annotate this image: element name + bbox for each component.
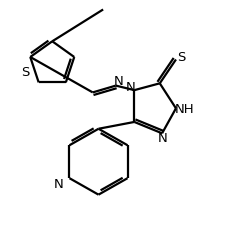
Text: S: S	[22, 66, 30, 79]
Text: N: N	[54, 177, 64, 190]
Text: N: N	[113, 75, 123, 87]
Text: NH: NH	[175, 102, 194, 115]
Text: S: S	[177, 50, 186, 63]
Text: N: N	[158, 132, 168, 145]
Text: N: N	[125, 80, 135, 93]
